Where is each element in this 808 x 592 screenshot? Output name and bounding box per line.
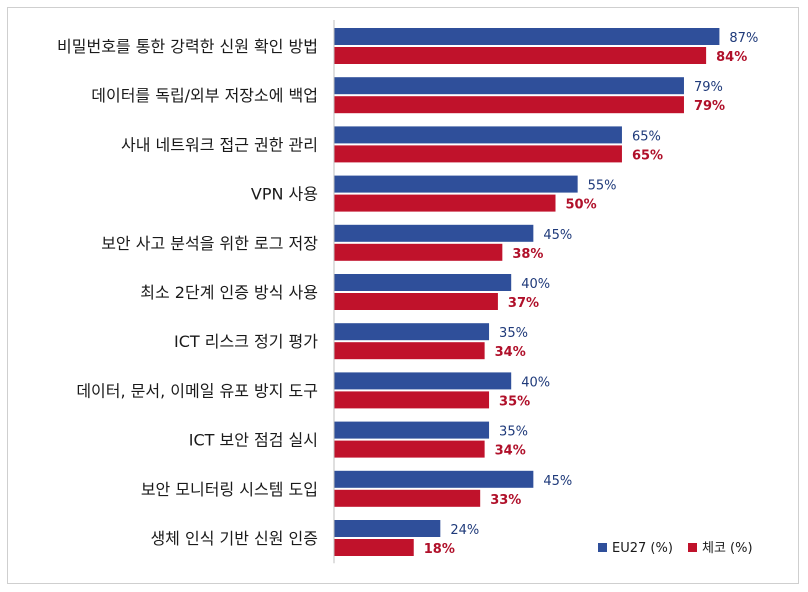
bar-czech xyxy=(334,440,485,458)
legend-swatch-czech xyxy=(688,543,697,552)
bar-eu27 xyxy=(334,520,441,537)
data-label: 45% xyxy=(543,474,572,489)
data-label: 18% xyxy=(424,542,455,557)
category-label: 사내 네트워크 접근 권한 관리 xyxy=(121,135,318,154)
data-label: 40% xyxy=(521,277,550,292)
bar-eu27 xyxy=(334,421,490,439)
bar-czech xyxy=(334,342,485,360)
data-label: 34% xyxy=(495,444,526,459)
bar-czech xyxy=(334,194,556,212)
data-label: 35% xyxy=(499,326,528,341)
bar-czech xyxy=(334,47,707,64)
data-label: 50% xyxy=(566,198,597,213)
bar-czech xyxy=(334,391,490,409)
data-label: 34% xyxy=(495,345,526,360)
data-label: 55% xyxy=(588,179,617,194)
data-label: 79% xyxy=(694,80,723,95)
category-label: 데이터, 문서, 이메일 유포 방지 도구 xyxy=(76,381,318,400)
bar-czech xyxy=(334,145,622,163)
bar-czech xyxy=(334,489,481,507)
bar-eu27 xyxy=(334,77,684,95)
bar-eu27 xyxy=(334,28,720,45)
bar-eu27 xyxy=(334,372,512,390)
data-label: 65% xyxy=(632,148,663,163)
data-label: 65% xyxy=(632,129,661,144)
legend-swatch-eu27 xyxy=(598,543,607,552)
category-label: 최소 2단계 인증 방식 사용 xyxy=(140,283,318,302)
data-label: 84% xyxy=(716,50,747,65)
category-label: 비밀번호를 통한 강력한 신원 확인 방법 xyxy=(57,37,318,56)
bar-eu27 xyxy=(334,274,512,291)
data-label: 45% xyxy=(543,228,572,243)
category-label: VPN 사용 xyxy=(251,185,318,204)
bar-eu27 xyxy=(334,224,534,242)
data-label: 33% xyxy=(490,493,521,508)
bar-eu27 xyxy=(334,175,578,193)
bar-czech xyxy=(334,243,503,261)
bar-eu27 xyxy=(334,323,490,341)
category-label: 생체 인식 기반 신원 인증 xyxy=(150,529,318,548)
category-label: 보안 사고 분석을 위한 로그 저장 xyxy=(101,234,318,253)
bar-czech xyxy=(334,539,414,556)
data-label: 79% xyxy=(694,99,725,114)
legend-label-eu27: EU27 (%) xyxy=(612,541,673,556)
bar-eu27 xyxy=(334,470,534,488)
data-label: 24% xyxy=(450,523,479,538)
legend-label-czech: 체코 (%) xyxy=(702,541,753,556)
data-label: 40% xyxy=(521,375,550,390)
bar-czech xyxy=(334,96,684,114)
category-label: ICT 보안 점검 실시 xyxy=(189,431,318,450)
category-label: 보안 모니터링 시스템 도입 xyxy=(141,480,318,499)
data-label: 35% xyxy=(499,425,528,440)
data-label: 37% xyxy=(508,296,539,311)
bar-eu27 xyxy=(334,126,622,144)
category-label: ICT 리스크 정기 평가 xyxy=(174,332,318,351)
data-label: 87% xyxy=(729,31,758,46)
data-label: 38% xyxy=(512,247,543,262)
category-label: 데이터를 독립/외부 저장소에 백업 xyxy=(91,86,318,105)
data-label: 35% xyxy=(499,394,530,409)
bar-czech xyxy=(334,293,498,310)
legend: EU27 (%) 체코 (%) xyxy=(598,541,753,556)
